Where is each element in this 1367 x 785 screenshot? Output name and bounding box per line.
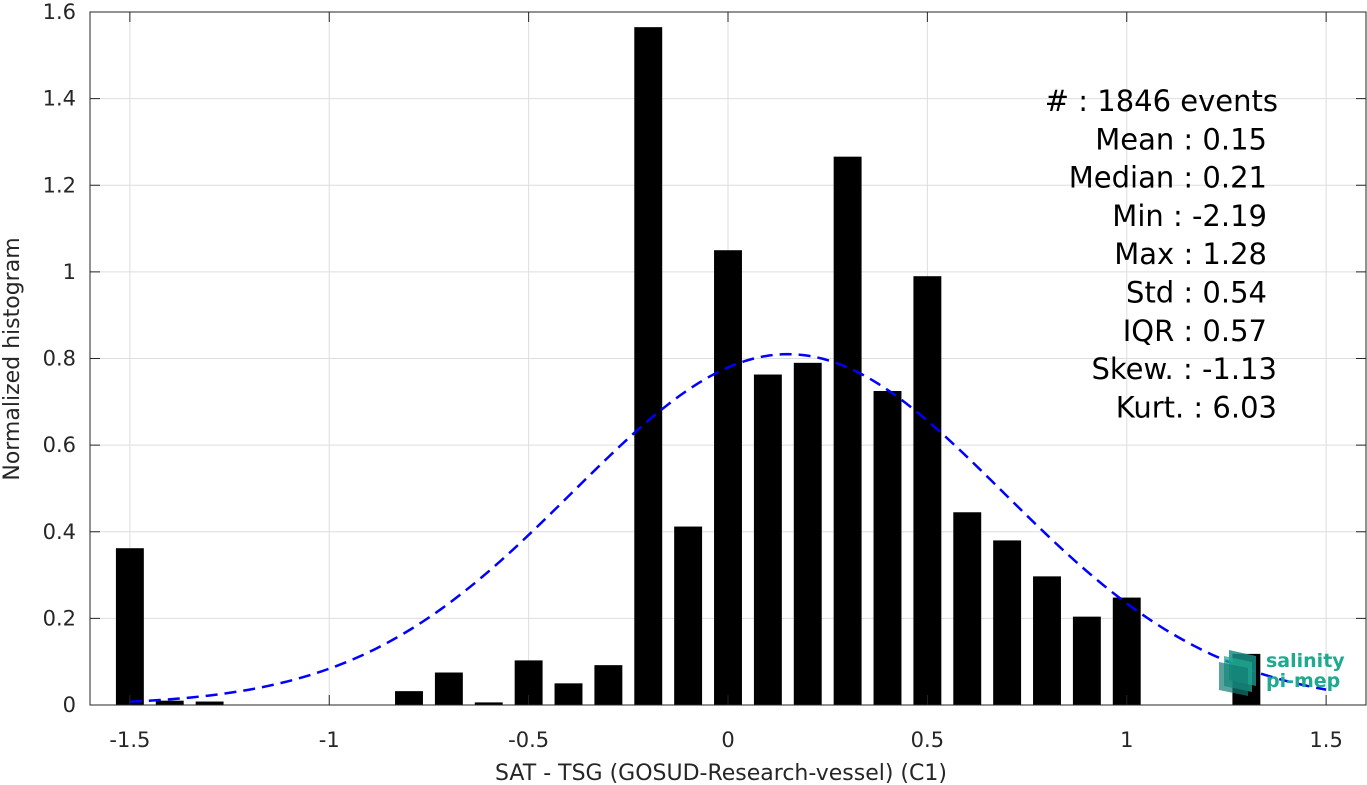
stat-line: Mean : 0.15 <box>1095 122 1267 156</box>
gaussian-fit-curve <box>129 352 1327 703</box>
logo-line1: salinity <box>1266 650 1345 672</box>
y-tick-label: 0.8 <box>43 347 76 371</box>
x-tick-label: -1 <box>319 728 340 752</box>
histogram-bar <box>554 683 583 705</box>
x-tick-label: 0.5 <box>911 728 944 752</box>
stat-line: Skew. : -1.13 <box>1091 352 1277 386</box>
histogram-bar <box>1033 576 1061 705</box>
histogram-bar <box>714 250 742 705</box>
x-axis-title: SAT - TSG (GOSUD-Research-vessel) (C1) <box>495 761 947 785</box>
histogram-bar <box>195 701 224 705</box>
x-tick-labels: -1.5 -1 -0.5 0 0.5 1 1.5 <box>109 728 1342 752</box>
stat-line: Std : 0.54 <box>1126 276 1267 310</box>
histogram-bar <box>395 691 423 705</box>
histogram-bar <box>913 276 942 705</box>
x-tick-label: 1.5 <box>1309 728 1342 752</box>
histogram-bar <box>474 702 503 705</box>
x-tick-label: -1.5 <box>109 728 150 752</box>
y-tick-label: 1.4 <box>43 87 76 111</box>
bars <box>115 27 1261 706</box>
histogram-bar <box>1072 616 1101 705</box>
histogram-bar <box>594 665 623 705</box>
y-tick-label: 0 <box>63 693 76 717</box>
stat-line: Kurt. : 6.03 <box>1116 390 1277 424</box>
histogram-bar <box>674 526 703 705</box>
y-tick-labels: 0 0.2 0.4 0.6 0.8 1 1.2 1.4 1.6 <box>43 0 76 717</box>
histogram-bar <box>793 362 822 705</box>
histogram-bar <box>434 672 463 705</box>
stats-annotation: # : 1846 events Mean : 0.15 Median : 0.21 M… <box>1045 84 1278 424</box>
logo-mark-icon <box>1219 650 1256 696</box>
histogram-bar <box>953 512 982 705</box>
y-tick-label: 1 <box>63 260 76 284</box>
y-tick-label: 0.4 <box>43 520 76 544</box>
histogram-bar <box>873 390 902 705</box>
histogram-bar <box>634 27 663 706</box>
stat-line: IQR : 0.57 <box>1123 314 1267 348</box>
x-tick-label: 1 <box>1120 728 1133 752</box>
histogram-bar <box>753 374 782 705</box>
histogram-bar <box>115 548 144 705</box>
salinity-pimep-logo: salinity pi-mep <box>1219 650 1345 696</box>
y-tick-label: 0.2 <box>43 606 76 630</box>
stat-line: Max : 1.28 <box>1114 237 1267 271</box>
histogram-bar <box>1112 597 1141 705</box>
histogram-bar <box>155 700 184 705</box>
histogram-bar <box>833 156 862 705</box>
y-tick-label: 1.2 <box>43 173 76 197</box>
stat-line: Min : -2.19 <box>1112 199 1267 233</box>
x-tick-label: 0 <box>721 728 734 752</box>
y-tick-label: 0.6 <box>43 433 76 457</box>
ticks <box>90 11 1366 706</box>
x-tick-label: -0.5 <box>508 728 549 752</box>
stat-line: # : 1846 events <box>1045 84 1278 118</box>
stat-line: Median : 0.21 <box>1069 161 1267 195</box>
y-tick-label: 1.6 <box>43 0 76 24</box>
y-axis-title: Normalized histogram <box>0 237 25 480</box>
logo-line2: pi-mep <box>1266 670 1340 692</box>
histogram-bar <box>993 540 1022 705</box>
